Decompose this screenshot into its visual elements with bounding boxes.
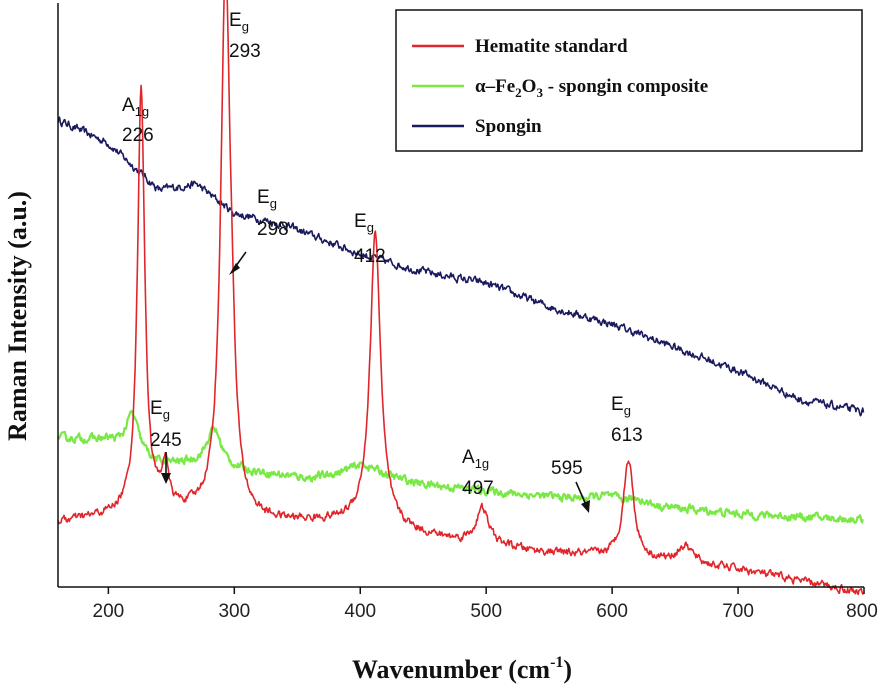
annotation-mode: Eg	[229, 10, 249, 34]
y-axis-title: Raman Intensity (a.u.)	[3, 191, 32, 441]
annotation-value: 595	[551, 458, 583, 479]
legend-item-hematite: Hematite standard	[412, 36, 628, 57]
annotation-value: 245	[150, 430, 182, 451]
annotation-eg-298: Eg 298	[229, 187, 289, 275]
annotation-value: 412	[354, 246, 386, 267]
annotation-arrowhead	[581, 500, 590, 513]
annotation-eg-245: Eg 245	[150, 398, 182, 484]
annotation-arrow	[575, 481, 587, 506]
annotation-eg-293: Eg 293	[229, 10, 261, 62]
x-tick-label: 500	[470, 601, 502, 622]
annotation-value: 613	[611, 425, 643, 446]
legend-label: Spongin	[475, 116, 542, 137]
legend-label: Hematite standard	[475, 36, 628, 57]
annotation-arrowhead	[161, 473, 171, 484]
annotation-mode: Eg	[150, 398, 170, 422]
annotation-value: 226	[122, 125, 154, 146]
annotation-a1g-497: A1g 497	[462, 447, 494, 499]
legend-label: α–Fe2O3 - spongin composite	[475, 76, 708, 100]
series-line-spongin	[57, 116, 865, 417]
x-tick-label: 200	[93, 601, 125, 622]
annotation-eg-613: Eg 613	[611, 394, 643, 446]
x-tick-label: 700	[722, 601, 754, 622]
annotation-mode: A1g	[462, 447, 489, 471]
x-tick-label: 600	[596, 601, 628, 622]
legend-item-composite: α–Fe2O3 - spongin composite	[412, 76, 708, 100]
annotation-mode: Eg	[257, 187, 277, 211]
annotation-a1g-226: A1g 226	[122, 95, 154, 146]
x-axis-title: Wavenumber (cm-1)	[352, 654, 572, 684]
x-tick-label: 800	[846, 601, 878, 622]
annotation-eg-412: Eg 412	[354, 211, 386, 267]
x-tick-label: 400	[344, 601, 376, 622]
legend: Hematite standard α–Fe2O3 - spongin comp…	[395, 9, 863, 152]
legend-item-spongin: Spongin	[412, 116, 542, 137]
annotation-mode: A1g	[122, 95, 149, 119]
series-line-composite	[56, 409, 864, 524]
legend-box	[395, 9, 863, 152]
annotation-mode: Eg	[354, 211, 374, 235]
x-tick-label: 300	[218, 601, 250, 622]
annotation-mode: Eg	[611, 394, 631, 418]
annotation-value: 298	[257, 219, 289, 240]
series-line-hematite	[57, 0, 864, 596]
annotation-value: 497	[462, 478, 494, 499]
annotation-arrowhead	[229, 263, 240, 275]
annotation-value: 293	[229, 41, 261, 62]
series-layer	[56, 0, 865, 596]
x-ticks: 200 300 400 500 600 700 800	[93, 587, 878, 622]
annotation-595: 595	[551, 458, 590, 513]
